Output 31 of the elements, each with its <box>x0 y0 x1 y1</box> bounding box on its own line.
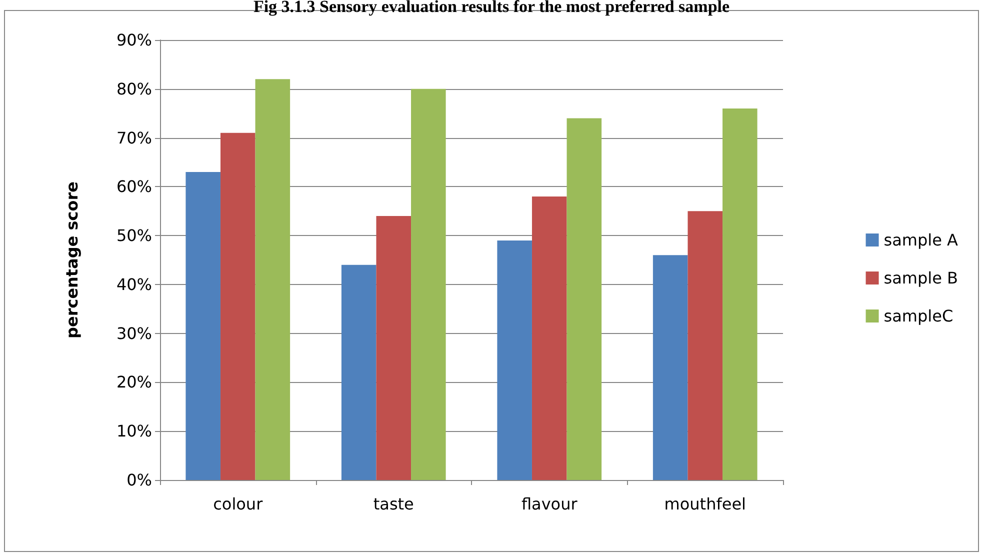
x-tick-label: colour <box>213 494 264 514</box>
bar <box>532 196 567 480</box>
y-tick-label: 50% <box>116 226 152 246</box>
y-tick-label: 40% <box>116 274 152 294</box>
chart-title: Fig 3.1.3 Sensory evaluation results for the most preferred sample <box>252 0 731 18</box>
y-tick-label: 90% <box>116 30 152 50</box>
y-tick-label: 0% <box>126 470 152 490</box>
bar <box>566 118 602 480</box>
x-tick-label: flavour <box>521 494 578 514</box>
y-tick-label: 20% <box>116 372 152 392</box>
y-tick-label: 10% <box>116 422 152 441</box>
bar <box>376 216 412 480</box>
legend-label: sample B <box>884 268 958 288</box>
bar <box>652 255 688 480</box>
y-tick-label: 30% <box>116 324 152 343</box>
bar <box>341 264 376 480</box>
bar <box>220 132 256 480</box>
bar <box>722 108 758 480</box>
y-tick-label: 70% <box>116 128 152 148</box>
y-tick-label: 80% <box>116 79 152 98</box>
bar <box>255 79 290 480</box>
legend-label: sample A <box>884 230 958 250</box>
bar <box>688 211 723 480</box>
legend-label: sampleC <box>884 306 954 326</box>
x-tick-label: mouthfeel <box>664 494 746 514</box>
bar <box>411 88 446 480</box>
bar <box>497 240 532 480</box>
y-axis-title: percentage score <box>62 181 82 338</box>
y-tick-label: 60% <box>116 177 152 196</box>
x-tick-label: taste <box>373 494 414 514</box>
bar <box>186 172 220 480</box>
